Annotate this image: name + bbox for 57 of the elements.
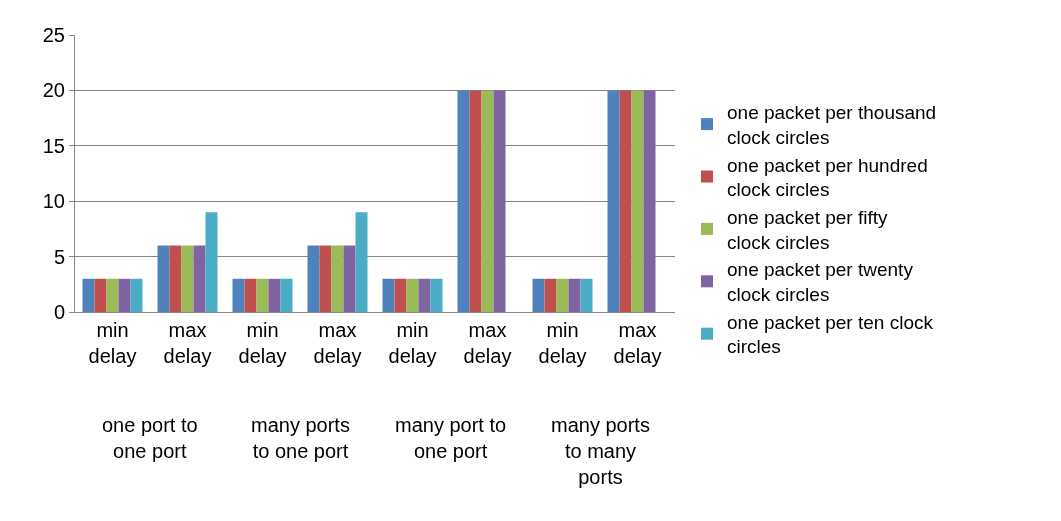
x-tick-label: min delay bbox=[88, 319, 137, 367]
y-tick-label: 0 bbox=[53, 301, 65, 323]
bar bbox=[181, 245, 194, 312]
bar bbox=[343, 245, 356, 312]
bar bbox=[205, 212, 218, 312]
bar bbox=[232, 278, 245, 312]
bar bbox=[268, 278, 281, 312]
x-tick-label: min delay bbox=[238, 319, 287, 367]
y-tick-label: 25 bbox=[42, 24, 65, 46]
y-tick-label: 20 bbox=[42, 79, 65, 102]
y-tick-label: 15 bbox=[42, 134, 65, 157]
bar bbox=[106, 278, 119, 312]
bar bbox=[481, 90, 494, 312]
x-tick-label: max delay bbox=[163, 319, 212, 367]
text: many ports to many ports bbox=[551, 414, 650, 488]
bar bbox=[643, 90, 656, 312]
bar bbox=[244, 278, 257, 312]
y-tick-label: 10 bbox=[42, 190, 65, 213]
x-tick-label: max delay bbox=[313, 319, 362, 367]
bar bbox=[157, 245, 170, 312]
legend-label: one packet per ten clock circles bbox=[727, 311, 934, 358]
bar bbox=[532, 278, 545, 312]
bar bbox=[94, 278, 107, 312]
bar bbox=[568, 278, 581, 312]
bar bbox=[607, 90, 620, 312]
bar bbox=[280, 278, 293, 312]
bar bbox=[355, 212, 368, 312]
bar bbox=[580, 278, 593, 312]
bar bbox=[331, 245, 344, 312]
bar bbox=[418, 278, 431, 312]
bar bbox=[493, 90, 506, 312]
bar bbox=[556, 278, 569, 312]
bar bbox=[193, 245, 206, 312]
bar bbox=[631, 90, 644, 312]
bar bbox=[169, 245, 182, 312]
bar bbox=[82, 278, 95, 312]
bar bbox=[130, 278, 143, 312]
x-tick-label: max delay bbox=[613, 319, 662, 367]
bar bbox=[394, 278, 407, 312]
bar bbox=[457, 90, 470, 312]
bar bbox=[118, 278, 131, 312]
bar bbox=[319, 245, 332, 312]
bar bbox=[382, 278, 395, 312]
bar bbox=[307, 245, 320, 312]
bar bbox=[544, 278, 557, 312]
bar bbox=[430, 278, 443, 312]
bar bbox=[619, 90, 632, 312]
x-tick-label: max delay bbox=[463, 319, 512, 367]
bar bbox=[256, 278, 269, 312]
text: many ports to one port bbox=[251, 414, 350, 462]
bar bbox=[406, 278, 419, 312]
x-tick-label: min delay bbox=[388, 319, 437, 367]
text: one port to one port bbox=[102, 414, 198, 462]
y-tick-label: 5 bbox=[53, 245, 65, 268]
text: many port to one port bbox=[395, 414, 507, 462]
bar bbox=[469, 90, 482, 312]
x-tick-label: min delay bbox=[538, 319, 587, 367]
